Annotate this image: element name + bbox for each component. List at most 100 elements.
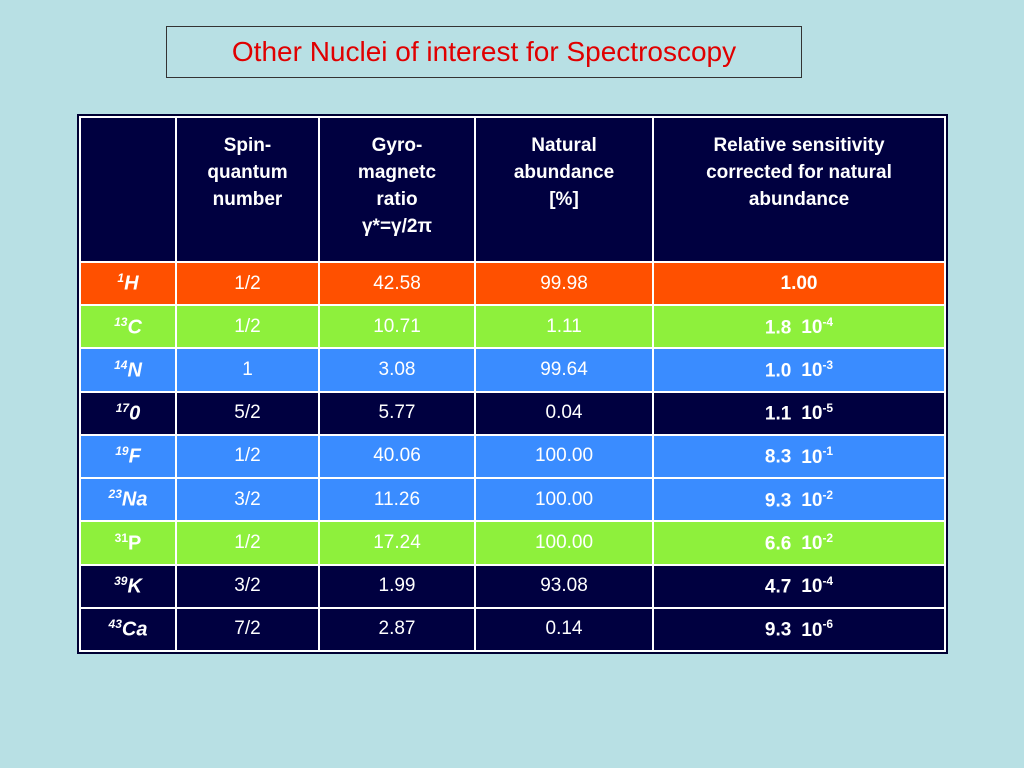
nucleus-cell: 13C <box>81 306 175 347</box>
sensitivity-exponent: -2 <box>822 530 834 545</box>
sensitivity-mantissa: 4.7 <box>764 576 792 598</box>
mass-number: 14 <box>114 357 128 372</box>
mass-number: 1 <box>117 271 125 286</box>
abundance-cell: 100.00 <box>534 488 594 510</box>
nucleus-cell: 39K <box>81 566 175 607</box>
abundance-cell: 100.00 <box>534 445 594 467</box>
gamma-cell: 11.26 <box>373 488 421 510</box>
abundance-cell: 100.00 <box>534 531 594 553</box>
element-symbol: K <box>127 575 142 598</box>
nucleus-cell: 43Ca <box>81 609 175 650</box>
sensitivity-mantissa: 9.3 <box>764 489 792 511</box>
gamma-cell: 40.06 <box>373 445 421 467</box>
element-symbol: N <box>127 359 142 382</box>
row: 23Na 3/2 11.26 100.00 9.3 10-2 <box>81 479 944 521</box>
spin-cell: 1/2 <box>234 445 261 467</box>
sensitivity-base: 10 <box>801 446 823 468</box>
gamma-cell: 1.99 <box>378 575 416 597</box>
sensitivity-base: 10 <box>801 316 823 338</box>
abundance-cell: 99.64 <box>540 359 588 381</box>
sensitivity-mantissa: 6.6 <box>764 533 792 555</box>
nucleus-cell: 23Na <box>81 479 175 520</box>
nucleus-cell: 31P <box>81 522 175 563</box>
element-symbol: H <box>124 272 139 295</box>
sensitivity-cell: 4.7 10-4 <box>654 566 944 607</box>
header-cell: Gyro- magnetc ratio γ*=γ/2π <box>320 118 474 261</box>
header-cell <box>81 118 175 261</box>
row: 14N 1 3.08 99.64 1.0 10-3 <box>81 349 944 391</box>
nucleus-cell: 14N <box>81 349 175 390</box>
nucleus-cell: 170 <box>81 393 175 434</box>
nucleus-cell: 1H <box>81 263 175 304</box>
row: 19F 1/2 40.06 100.00 8.3 10-1 <box>81 435 944 478</box>
element-symbol: Ca <box>121 618 148 641</box>
sensitivity-mantissa: 1.1 <box>764 403 792 425</box>
sensitivity-mantissa: 1.8 <box>764 316 792 338</box>
sensitivity-base: 10 <box>801 489 823 511</box>
sensitivity-base: 10 <box>801 576 823 598</box>
mass-number: 39 <box>114 573 128 588</box>
header-cell: Spin- quantum number <box>177 118 318 261</box>
spin-cell: 1/2 <box>234 315 261 337</box>
mass-number: 19 <box>115 444 129 459</box>
sensitivity-mantissa: 9.3 <box>764 619 792 641</box>
sensitivity-exponent: -5 <box>822 401 834 416</box>
sensitivity-base: 10 <box>801 360 823 382</box>
sensitivity-cell: 1.0 10-3 <box>654 349 944 390</box>
header-cell: Relative sensitivity corrected for natur… <box>654 118 944 261</box>
gamma-cell: 42.58 <box>373 272 421 294</box>
mass-number: 43 <box>108 617 122 632</box>
row: 43Ca 7/2 2.87 0.14 9.3 10-6 <box>81 608 944 650</box>
sensitivity-cell: 9.3 10-6 <box>654 609 944 650</box>
sensitivity-exponent: -6 <box>822 617 834 632</box>
sensitivity-cell: 8.3 10-1 <box>654 436 944 477</box>
abundance-cell: 0.14 <box>545 618 583 640</box>
spin-cell: 1/2 <box>234 272 261 294</box>
abundance-cell: 1.11 <box>546 315 582 337</box>
gamma-cell: 3.08 <box>378 359 416 381</box>
sensitivity-exponent: -1 <box>822 444 834 459</box>
mass-number: 23 <box>108 487 122 502</box>
row: 170 5/2 5.77 0.04 1.1 10-5 <box>81 392 944 434</box>
abundance-cell: 0.04 <box>545 402 583 424</box>
sensitivity-mantissa: 1.0 <box>764 360 792 382</box>
sensitivity-cell: 1.8 10-4 <box>654 306 944 347</box>
nuclei-table: Spin- quantum number Gyro- magnetc ratio … <box>77 114 948 654</box>
spin-cell: 1/2 <box>234 531 261 553</box>
sensitivity-base: 10 <box>801 403 823 425</box>
slide-title: Other Nuclei of interest for Spectroscop… <box>166 26 802 78</box>
gamma-cell: 10.71 <box>373 315 421 337</box>
gamma-cell: 17.24 <box>373 531 421 553</box>
element-symbol: Na <box>121 489 148 512</box>
mass-number: 13 <box>114 314 128 329</box>
header-row: Spin- quantum number Gyro- magnetc ratio … <box>81 118 944 261</box>
spin-cell: 1 <box>242 359 253 381</box>
sensitivity-base: 10 <box>801 533 823 555</box>
sensitivity-exponent: -4 <box>822 314 834 329</box>
spin-cell: 3/2 <box>234 488 261 510</box>
spin-cell: 7/2 <box>234 618 261 640</box>
row: 1H 1/2 42.58 99.98 1.00 <box>81 263 944 305</box>
sensitivity-exponent: -3 <box>822 357 834 372</box>
row: 13C 1/2 10.71 1.11 1.8 10-4 <box>81 306 944 348</box>
element-symbol: C <box>127 316 142 339</box>
nucleus-cell: 19F <box>81 436 175 477</box>
abundance-cell: 93.08 <box>540 575 588 597</box>
header-cell: Natural abundance [%] <box>476 118 652 261</box>
row: 31P 1/2 17.24 100.00 6.6 10-2 <box>81 522 944 564</box>
element-symbol: F <box>128 445 141 468</box>
spin-cell: 3/2 <box>234 575 261 597</box>
sensitivity-base: 10 <box>801 619 823 641</box>
mass-number: 17 <box>115 400 130 415</box>
spin-cell: 5/2 <box>234 402 261 424</box>
sensitivity-mantissa: 8.3 <box>764 446 792 468</box>
sensitivity-cell: 1.00 <box>654 263 944 304</box>
sensitivity-exponent: -2 <box>822 487 834 502</box>
sensitivity-exponent: -4 <box>822 573 834 588</box>
abundance-cell: 99.98 <box>540 272 588 294</box>
gamma-cell: 5.77 <box>378 402 416 424</box>
gamma-cell: 2.87 <box>378 618 416 640</box>
sensitivity-cell: 9.3 10-2 <box>654 479 944 520</box>
sensitivity-mantissa: 1.00 <box>780 272 818 294</box>
